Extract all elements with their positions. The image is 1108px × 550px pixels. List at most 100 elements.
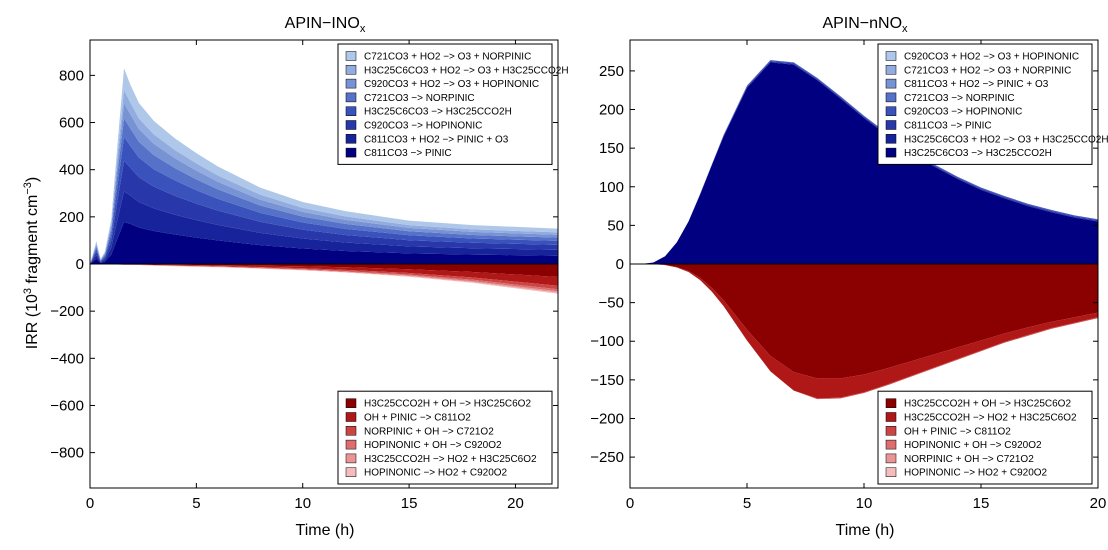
panel-right: −250 −200 −150 −100 −50 0 50 100 150 200 250 0 5 10 15…: [590, 39, 1108, 512]
y-tick-label: 100: [599, 179, 624, 196]
y-axis-title: IRR (103 fragment cm−3): [22, 177, 41, 349]
legend-frame: [877, 43, 1093, 165]
negative-series-area-h3c25cco2h-oh-h3c25c6o2: [630, 264, 1098, 379]
y-tick-label: −600: [50, 397, 84, 414]
x-tick-label: 5: [192, 495, 200, 512]
legend-label: H3C25C6CO3 −> H3C25CCO2H: [904, 148, 1052, 159]
legend-label: HOPINONIC + OH −> C920O2: [904, 440, 1042, 451]
legend-negative-left: H3C25CCO2H + OH −> H3C25C6O2 OH + PINIC −…: [337, 390, 553, 485]
positive-series-area-c811co3-pinic: [90, 222, 558, 264]
y-tick-label: −250: [590, 449, 624, 466]
x-tick-label: 10: [294, 495, 311, 512]
legend-label: C811CO3 + HO2 −> PINIC + O3: [364, 134, 509, 145]
legend-swatch: [345, 51, 357, 61]
legend-label: H3C25C6CO3 + HO2 −> O3 + H3C25CCO2H: [364, 65, 569, 76]
legend-label: HOPINONIC −> HO2 + C920O2: [904, 468, 1048, 479]
legend-label: C920CO3 + HO2 −> O3 + HOPINONIC: [364, 79, 539, 90]
legend-positive-right: C920CO3 + HO2 −> O3 + HOPINONIC C721CO3 +…: [877, 43, 1108, 165]
y-tick-label: 400: [59, 162, 84, 179]
panel-title-right: APIN−nNOx: [822, 15, 908, 35]
legend-negative-right: H3C25CCO2H + OH −> H3C25C6O2 H3C25CCO2H −…: [877, 390, 1093, 485]
legend-swatch: [345, 398, 357, 408]
legend-swatch: [885, 51, 897, 61]
y-tick-label: 600: [59, 115, 84, 132]
legend-swatch: [345, 147, 357, 158]
legend-swatch: [885, 426, 897, 436]
legend-swatch: [885, 467, 897, 477]
legend-label: H3C25C6CO3 −> H3C25CCO2H: [364, 107, 512, 118]
x-tick-label: 5: [743, 495, 751, 512]
negative-series-area-h3c25cco2h-oh-h3c25c6o2: [90, 264, 558, 277]
y-tick-label: −150: [590, 372, 624, 389]
legend-label: C920CO3 + HO2 −> O3 + HOPINONIC: [904, 52, 1079, 63]
x-tick-label: 20: [507, 495, 524, 512]
x-tick-label: 20: [1090, 495, 1107, 512]
legend-label: C721CO3 + HO2 −> O3 + NORPINIC: [904, 65, 1071, 76]
legend-frame: [337, 43, 553, 165]
legend-swatch: [885, 65, 897, 75]
x-tick-label: 15: [973, 495, 990, 512]
y-tick-label: −200: [590, 410, 624, 427]
x-axis-title-right: Time (h): [836, 522, 895, 539]
legend-label: C721CO3 −> NORPINIC: [904, 93, 1015, 104]
legend-swatch: [885, 439, 897, 450]
legend-label: H3C25CCO2H −> HO2 + H3C25C6O2: [364, 454, 537, 465]
y-tick-label: −100: [590, 333, 624, 350]
panel-title-left: APIN−INOx: [285, 15, 366, 35]
area-layers-left: [90, 68, 558, 294]
legend-swatch: [885, 134, 897, 144]
legend-swatch: [345, 453, 357, 464]
area-layers-right: [630, 60, 1098, 400]
legend-swatch: [345, 426, 357, 436]
y-tick-label: −200: [50, 303, 84, 320]
legend-label: C811CO3 + HO2 −> PINIC + O3: [904, 79, 1049, 90]
legend-swatch: [885, 412, 897, 422]
y-tick-label: −800: [50, 445, 84, 462]
legend-label: H3C25CCO2H + OH −> H3C25C6O2: [364, 399, 531, 410]
x-tick-label: 15: [401, 495, 418, 512]
x-tick-label: 10: [856, 495, 873, 512]
x-tick-label: 0: [86, 495, 94, 512]
legend-swatch: [345, 467, 357, 477]
legend-swatch: [345, 439, 357, 450]
legend-positive-left: C721CO3 + HO2 −> O3 + NORPINIC H3C25C6CO3…: [337, 43, 569, 165]
legend-label: C920CO3 −> HOPINONIC: [364, 121, 482, 132]
panel-left: −800 −600 −400 −200 0 200 400 600 800 0 5 10 15 20 C72…: [50, 39, 569, 512]
legend-label: C721CO3 −> NORPINIC: [364, 93, 475, 104]
legend-label: H3C25CCO2H + OH −> H3C25C6O2: [904, 399, 1071, 410]
y-tick-label: 150: [599, 140, 624, 157]
y-tick-label: −400: [50, 350, 84, 367]
y-tick-label: 0: [616, 256, 624, 273]
legend-swatch: [885, 120, 897, 130]
legend-swatch: [345, 65, 357, 75]
legend-label: OH + PINIC −> C811O2: [904, 426, 1011, 437]
legend-swatch: [345, 106, 357, 116]
legend-label: C920CO3 −> HOPINONIC: [904, 107, 1022, 118]
legend-frame: [877, 390, 1093, 485]
legend-label: H3C25C6CO3 + HO2 −> O3 + H3C25CCO2H: [904, 134, 1108, 145]
legend-swatch: [885, 453, 897, 464]
legend-label: C811CO3 −> PINIC: [364, 148, 452, 159]
legend-swatch: [885, 106, 897, 116]
positive-series-area-c920co3-hopinonic: [90, 160, 558, 264]
legend-swatch: [345, 412, 357, 422]
y-tick-label: 0: [76, 256, 84, 273]
y-tick-label: 800: [59, 67, 84, 84]
legend-swatch: [345, 78, 357, 89]
legend-swatch: [345, 134, 357, 144]
legend-swatch: [345, 120, 357, 130]
y-tick-label: −50: [599, 295, 624, 312]
y-tick-label: 200: [599, 102, 624, 119]
x-tick-label: 0: [626, 495, 634, 512]
legend-label: HOPINONIC + OH −> C920O2: [364, 440, 502, 451]
legend-swatch: [885, 147, 897, 158]
y-tick-label: 200: [59, 209, 84, 226]
positive-series-area-c811co3-ho2-pinic-o3: [90, 191, 558, 264]
legend-label: C811CO3 −> PINIC: [904, 121, 992, 132]
legend-label: C721CO3 + HO2 −> O3 + NORPINIC: [364, 52, 531, 63]
y-tick-label: 250: [599, 63, 624, 80]
legend-label: OH + PINIC −> C811O2: [364, 413, 471, 424]
legend-swatch: [885, 92, 897, 103]
